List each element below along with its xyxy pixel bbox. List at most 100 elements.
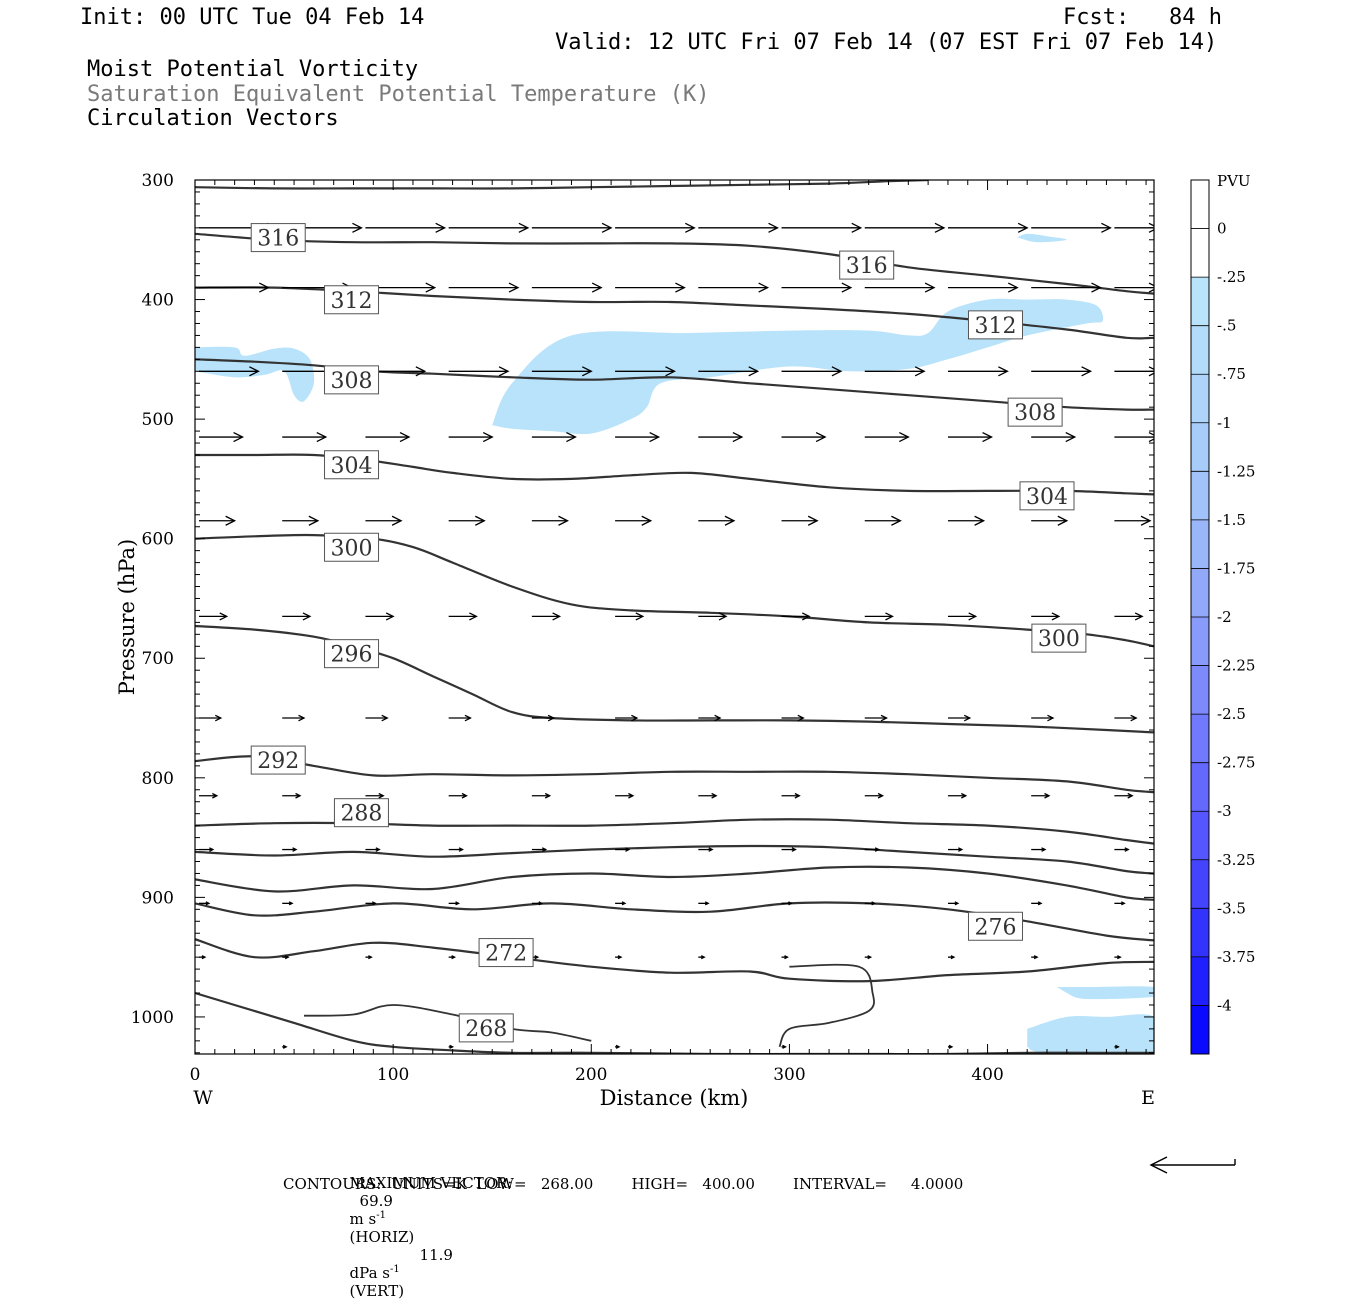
vector-arrow (365, 955, 373, 960)
colorbar-swatch (1191, 374, 1209, 424)
vector-arrow (698, 366, 760, 377)
contour-268 (195, 991, 1154, 1054)
vector-arrow (531, 222, 613, 233)
colorbar-label: -3.5 (1217, 899, 1246, 917)
vector-arrow (947, 1044, 954, 1049)
contour-label: 268 (458, 1013, 514, 1043)
vector-arrow (947, 714, 972, 722)
vector-arrow (864, 515, 902, 526)
contour-label-text: 300 (1038, 627, 1080, 652)
colorbar-label: -.25 (1217, 268, 1246, 286)
colorbar-swatch (1191, 714, 1209, 764)
vector-arrow (199, 515, 237, 526)
vector-arrow (864, 792, 885, 799)
vector-arrow (365, 792, 385, 799)
contour-label-text: 288 (340, 802, 382, 827)
vector-arrow (947, 792, 968, 799)
colorbar-label: -1.75 (1217, 559, 1255, 577)
vector-arrow (199, 847, 215, 852)
colorbar-swatch (1191, 811, 1209, 861)
vector-arrow (365, 901, 377, 906)
contour-label-text: 268 (465, 1017, 507, 1042)
contour-label: 316 (839, 250, 895, 280)
vector-arrow (864, 366, 926, 377)
x-tick-label: 200 (575, 1065, 607, 1085)
vector-arrow (1031, 955, 1039, 960)
colorbar-swatch (1191, 762, 1209, 812)
vector-arrow (698, 222, 779, 233)
colorbar-label: -.75 (1217, 365, 1246, 383)
contour-label: 296 (324, 639, 380, 669)
vector-arrow (1114, 955, 1122, 960)
vector-arrow (698, 612, 728, 621)
vector-arrow (864, 612, 894, 621)
vert-value: 11.9 (419, 1246, 453, 1264)
vector-arrow (199, 282, 270, 293)
colorbar-label: -2.25 (1217, 657, 1255, 675)
vector-arrow (615, 612, 645, 621)
vector-arrow (781, 612, 811, 621)
vector-arrow (864, 222, 946, 233)
colorbar-swatch (1191, 956, 1209, 1006)
vector-arrow (282, 714, 306, 722)
colorbar-swatch (1191, 859, 1209, 909)
contour-label-text: 272 (485, 942, 527, 967)
horiz-unit: m s (349, 1210, 377, 1228)
colorbar-label: -3 (1217, 802, 1232, 820)
vector-arrow (531, 515, 569, 526)
contour-label: 292 (250, 745, 306, 775)
vector-arrow (282, 792, 302, 799)
vector-arrow (448, 792, 468, 799)
contour-label-text: 308 (331, 369, 373, 394)
vector-arrow (282, 612, 312, 621)
vector-arrow (947, 366, 1009, 377)
contour-label-text: 276 (974, 915, 1016, 940)
vector-arrow (448, 955, 457, 960)
circulation-vectors-layer (199, 222, 1154, 1049)
vector-arrow (365, 714, 389, 722)
vector-arrow (864, 955, 873, 960)
colorbar-swatch (1191, 180, 1209, 230)
colorbar-label: 0 (1217, 220, 1227, 238)
vector-arrow (947, 955, 956, 960)
contours-info: CONTOURS: UNITS=K LOW= 268.00 HIGH= 400.… (283, 1175, 964, 1193)
colorbar-label: -2.5 (1217, 705, 1246, 723)
vector-arrow (448, 847, 464, 852)
pv-region-3 (1027, 1014, 1154, 1054)
contour-label-text: 312 (331, 289, 373, 314)
contour-label: 308 (1007, 397, 1063, 427)
vector-arrow (531, 366, 593, 377)
vector-arrow (947, 515, 986, 526)
colorbar-label: -1.25 (1217, 462, 1255, 480)
x-axis-label: Distance (km) (600, 1086, 749, 1110)
colorbar-label: -1 (1217, 414, 1232, 432)
contour-labels-layer: 268 272 276 288 292 296 300 304 308 312 316 316 312 3… (250, 223, 1087, 1043)
vector-arrow (864, 901, 877, 906)
vector-arrow (199, 714, 223, 722)
vector-arrow (615, 1044, 621, 1049)
vector-arrow (698, 431, 744, 443)
vector-arrow (199, 366, 260, 377)
vector-arrow (1031, 714, 1055, 722)
vector-arrow (282, 1044, 288, 1049)
vector-arrow (365, 515, 403, 526)
field-title-vectors: Circulation Vectors (87, 106, 339, 131)
vector-arrow (1114, 612, 1144, 621)
horiz-value: 69.9 (359, 1192, 393, 1210)
field-title-theta-es: Saturation Equivalent Potential Temperat… (87, 82, 710, 107)
vector-arrow (365, 612, 395, 621)
vector-arrow (531, 847, 548, 852)
contour-label-text: 316 (846, 254, 888, 279)
contour-284 (195, 844, 1154, 875)
vector-arrow (1114, 515, 1152, 526)
vector-arrow (448, 612, 478, 621)
contour-272 (195, 938, 1154, 983)
vector-arrow (698, 714, 722, 722)
contour-label: 316 (250, 223, 306, 253)
colorbar-swatch (1191, 228, 1209, 278)
vector-arrow (781, 515, 819, 526)
contour-316 (195, 232, 1154, 295)
colorbar-swatch (1191, 325, 1209, 375)
vector-arrow (615, 366, 676, 377)
contour-label-text: 292 (257, 749, 299, 774)
